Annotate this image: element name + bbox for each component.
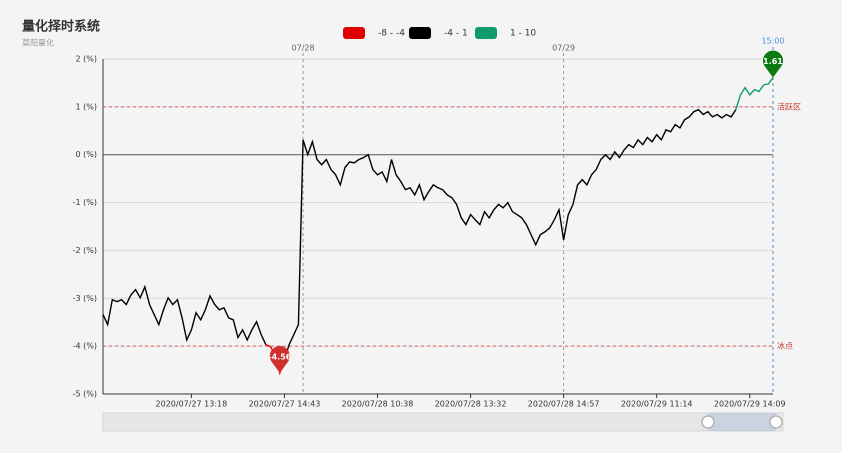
x-tick-label: 2020/07/28 13:32: [435, 400, 507, 409]
y-tick-label: -3 (%): [73, 294, 97, 303]
legend-swatch: [343, 27, 365, 39]
line-segment: [283, 108, 737, 360]
x-tick-label: 2020/07/27 13:18: [156, 400, 228, 409]
mark-line-label: 冰点: [777, 341, 793, 351]
y-tick-label: -1 (%): [73, 198, 97, 207]
pin-label: -4.56: [268, 352, 291, 361]
pointer-label: 15:00: [761, 37, 784, 46]
zoom-window[interactable]: [708, 413, 776, 431]
y-tick-label: -4 (%): [73, 342, 97, 351]
pin-label: 1.61: [763, 57, 783, 66]
chart-title: 量化择时系统: [22, 19, 100, 35]
pin: [763, 50, 783, 78]
x-tick-label: 2020/07/27 14:43: [249, 400, 321, 409]
legend-label: 1 - 10: [510, 29, 536, 39]
x-tick-label: 2020/07/29 11:14: [621, 400, 693, 409]
legend-swatch: [475, 27, 497, 39]
x-tick-label: 2020/07/28 14:57: [528, 400, 600, 409]
zoom-slider[interactable]: [102, 412, 784, 432]
y-tick-label: -2 (%): [73, 246, 97, 255]
day-marker-label: 07/29: [552, 44, 575, 53]
y-tick-label: 2 (%): [76, 55, 97, 64]
pin: [269, 345, 290, 373]
legend-label: -8 - -4: [378, 29, 405, 39]
x-tick-label: 2020/07/29 14:09: [714, 400, 786, 409]
zoom-handle[interactable]: [701, 415, 715, 429]
y-tick-label: 0 (%): [76, 150, 97, 159]
zoom-handle[interactable]: [769, 415, 783, 429]
legend-swatch: [409, 27, 431, 39]
line-segment: [102, 284, 267, 346]
line-segment: [735, 77, 774, 110]
day-marker-label: 07/28: [292, 44, 315, 53]
chart-subtitle: 莫阳量化: [22, 38, 54, 48]
y-tick-label: -5 (%): [73, 390, 97, 399]
legend-label: -4 - 1: [444, 29, 468, 39]
x-tick-label: 2020/07/28 10:38: [342, 400, 414, 409]
y-tick-label: 1 (%): [76, 102, 97, 111]
mark-line-label: 活跃区: [777, 101, 801, 111]
